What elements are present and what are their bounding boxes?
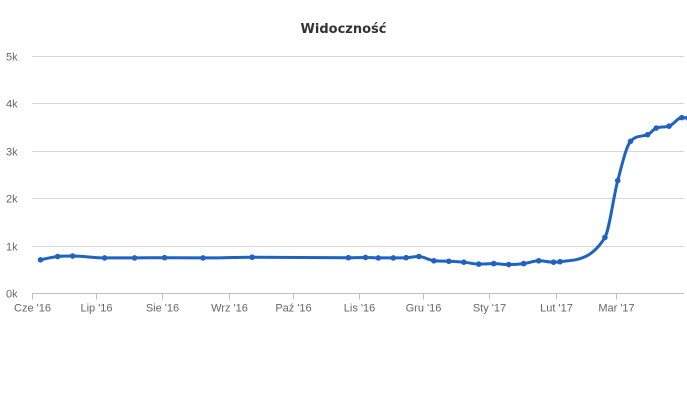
x-tick-label: Lut '17 <box>540 303 573 315</box>
x-tick-label: Cze '16 <box>14 303 51 315</box>
data-point[interactable] <box>390 255 397 261</box>
data-point[interactable] <box>535 257 542 264</box>
y-tick-label: 5k <box>6 52 18 64</box>
data-point[interactable] <box>69 253 76 259</box>
data-point[interactable] <box>614 177 621 184</box>
data-point[interactable] <box>627 138 634 145</box>
data-point[interactable] <box>431 257 437 264</box>
axis-layer: 0k 1k 2k 3k 4k 5k Cze '16 Lip '16 Sie '16 Wrz '16… <box>6 52 684 315</box>
data-point[interactable] <box>131 255 138 261</box>
x-tick-label: Lip '16 <box>80 303 112 315</box>
chart-title: Widoczność <box>300 22 387 37</box>
data-point[interactable] <box>403 254 409 261</box>
data-point[interactable] <box>550 259 557 265</box>
series-line <box>39 116 687 267</box>
x-tick-label: Sty '17 <box>473 303 506 315</box>
data-point[interactable] <box>101 255 108 261</box>
data-point[interactable] <box>475 261 482 267</box>
data-point[interactable] <box>461 259 467 265</box>
x-tick-label: Gru '16 <box>406 303 442 315</box>
series-layer <box>37 114 687 268</box>
data-point[interactable] <box>37 257 44 263</box>
data-point[interactable] <box>54 253 61 260</box>
y-tick-label: 1k <box>6 242 18 254</box>
x-tick-label: Mar '17 <box>598 303 634 315</box>
data-point[interactable] <box>490 260 497 267</box>
data-point[interactable] <box>602 234 608 241</box>
data-point[interactable] <box>249 254 255 261</box>
data-point[interactable] <box>200 255 206 261</box>
grid-layer <box>32 56 684 247</box>
data-point[interactable] <box>644 131 651 138</box>
data-point[interactable] <box>666 123 672 129</box>
data-point[interactable] <box>362 254 369 261</box>
data-point[interactable] <box>345 254 352 261</box>
data-point[interactable] <box>653 125 660 131</box>
x-tick-label: Paź '16 <box>275 303 311 315</box>
data-point[interactable] <box>520 260 527 267</box>
data-point[interactable] <box>679 114 685 121</box>
y-tick-label: 2k <box>6 194 18 206</box>
x-tick-label: Sie '16 <box>146 303 179 315</box>
x-tick-label: Wrz '16 <box>211 303 248 315</box>
y-tick-label: 4k <box>6 99 18 111</box>
y-tick-label: 3k <box>6 147 18 159</box>
data-point[interactable] <box>416 253 422 260</box>
data-point[interactable] <box>375 255 382 261</box>
data-point[interactable] <box>161 254 168 261</box>
data-point[interactable] <box>446 258 452 265</box>
data-point[interactable] <box>505 261 512 268</box>
y-tick-label: 0k <box>6 289 18 301</box>
x-tick-label: Lis '16 <box>344 303 375 315</box>
data-point[interactable] <box>557 258 563 265</box>
